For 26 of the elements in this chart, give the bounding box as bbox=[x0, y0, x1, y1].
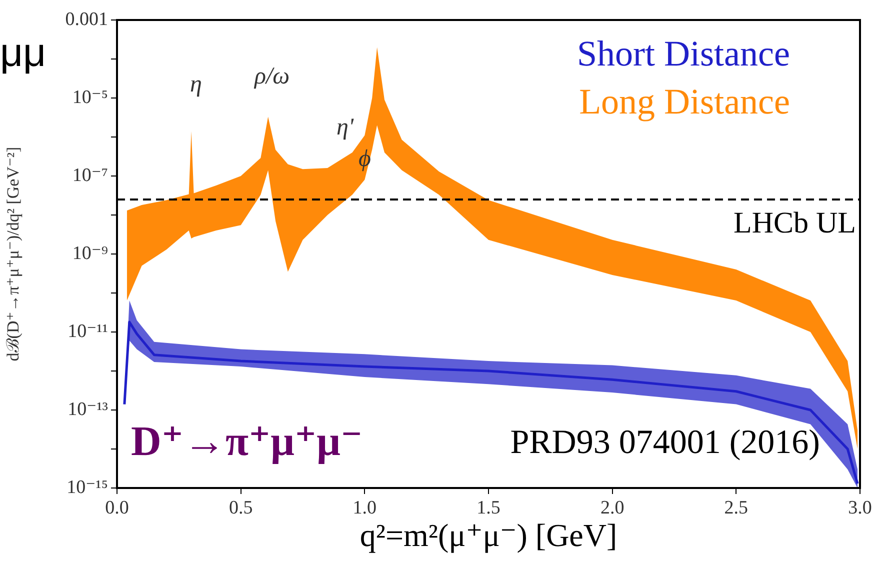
x-axis-title: q²=m²(μ⁺μ⁻) [GeV] bbox=[360, 517, 618, 554]
y-tick-label: 10⁻⁵ bbox=[72, 86, 108, 108]
text: μμ bbox=[0, 31, 46, 76]
x-tick-label: 2.0 bbox=[600, 497, 624, 518]
y-tick-label: 10⁻¹¹ bbox=[68, 320, 108, 342]
annotation: η' bbox=[336, 114, 354, 140]
y-axis-title: dℬ(D⁺→π⁺μ⁺μ⁻)/dq² [GeV⁻²] bbox=[4, 146, 23, 362]
y-tick-label: 10⁻¹³ bbox=[68, 398, 108, 420]
y-tick-label: 10⁻¹⁵ bbox=[66, 476, 108, 498]
y-tick-label: 10⁻⁷ bbox=[72, 164, 108, 186]
annotation: η bbox=[190, 71, 202, 98]
x-tick-label: 3.0 bbox=[848, 497, 872, 518]
legend-label: Long Distance bbox=[579, 81, 790, 122]
annotation: D⁺→π⁺μ⁺μ⁻ bbox=[131, 418, 363, 465]
x-tick-label: 0.5 bbox=[228, 497, 253, 518]
ref-line-label: LHCb UL bbox=[734, 206, 856, 240]
x-tick-label: 1.0 bbox=[352, 497, 377, 518]
y-tick-label: 0.001 bbox=[65, 8, 108, 30]
annotation: PRD93 074001 (2016) bbox=[510, 424, 820, 461]
annotation: ϕ bbox=[358, 146, 371, 172]
x-tick-label: 2.5 bbox=[724, 497, 748, 518]
text: Short Distance bbox=[577, 33, 790, 74]
x-tick-label: 1.5 bbox=[476, 497, 500, 518]
y-tick-label: 10⁻⁹ bbox=[72, 242, 108, 264]
x-tick-label: 0.0 bbox=[105, 497, 129, 518]
annotation: ρ/ω bbox=[253, 63, 290, 90]
